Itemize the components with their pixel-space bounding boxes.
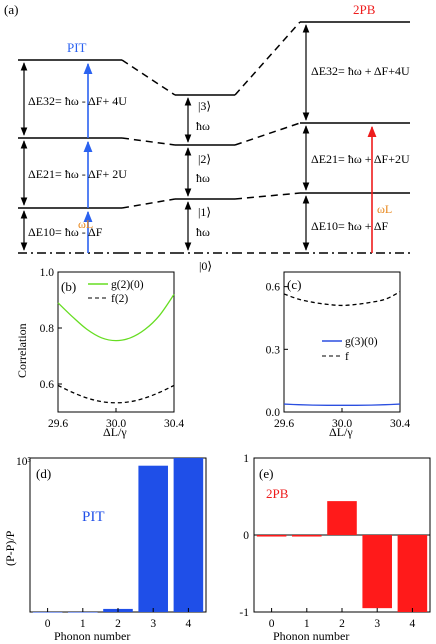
chart-c-legend-label-1: f (345, 351, 349, 363)
panel-a-label: (a) (4, 2, 18, 17)
right-dE10-label: ΔE10= ħω + ΔF (311, 219, 389, 233)
connector-left-2 (121, 137, 176, 146)
chart-e-ytick-label-0: -1 (239, 607, 249, 619)
chart-d-xtick-label-2: 2 (115, 618, 121, 630)
chart-e-ytick-label-2: 1 (243, 453, 249, 465)
chart-b-xlabel: ΔL/γ (103, 425, 127, 439)
chart-c-xtick-label-0: 29.6 (274, 418, 294, 430)
chart-d-bar-4 (173, 458, 204, 612)
left-dE10-label: ΔE10= ħω - ΔF (28, 225, 103, 239)
chart-d-bar-1 (68, 612, 98, 613)
center-hw-32: ħω (196, 119, 210, 133)
chart-c-ytick-label-0: 0.0 (266, 407, 281, 419)
chart-d-annotation: PIT (82, 509, 105, 525)
chart-c-series-1 (283, 291, 401, 307)
chart-c-xtick-label-2: 30.4 (390, 418, 410, 430)
chart-c-legend-label-0: g(3)(0) (345, 336, 378, 348)
chart-d-ylabel: (P-P)/P (3, 530, 17, 566)
chart-b-ytick-label-2: 1.0 (40, 267, 55, 279)
chart-d-xtick-label-3: 3 (150, 618, 156, 630)
chart-c-frame (283, 271, 401, 413)
chart-d-bar-3 (138, 465, 168, 612)
chart-b: (b) g(2)(0) f(2) Correlation ΔL/γ 29.6 30… (15, 267, 184, 439)
chart-e-annotation: 2PB (266, 486, 289, 501)
ket-3: |3⟩ (198, 99, 211, 113)
chart-e-xtick-label-1: 1 (304, 618, 310, 630)
chart-e-bar-2 (327, 501, 357, 535)
pit-label: PIT (67, 40, 87, 55)
chart-c-xtick-label-1: 30.0 (332, 418, 352, 430)
left-dE21-label: ΔE21= ħω - ΔF+ 2U (28, 167, 127, 181)
chart-b-ylabel: Correlation (15, 323, 29, 378)
chart-b-legend-label-0: g(2)(0) (111, 279, 144, 291)
center-hw-10: ħω (196, 225, 210, 239)
tpb-label: 2PB (353, 2, 376, 17)
chart-d-xtick-label-4: 4 (186, 618, 192, 630)
chart-c-panel-label: (c) (287, 277, 301, 292)
right-dE21-label: ΔE21= ħω + ΔF+2U (311, 152, 410, 166)
left-dE32-label: ΔE32= ħω - ΔF+ 4U (28, 94, 127, 108)
ket-1: |1⟩ (198, 205, 211, 219)
chart-e-bar-0 (256, 535, 287, 537)
chart-b-xtick-label-2: 30.4 (164, 418, 184, 430)
chart-d-xlabel: Phonon number (54, 629, 130, 643)
pit-omega-label: ωL (78, 217, 93, 231)
chart-d: (d) PIT (P-P)/P 10³ Phonon number 0 1 2 3 4 (3, 456, 207, 643)
chart-e-panel-label: (e) (259, 466, 273, 481)
chart-e-bar-1 (292, 535, 322, 537)
chart-e-xlabel: Phonon number (273, 629, 349, 643)
chart-b-xtick-label-1: 30.0 (106, 418, 126, 430)
chart-b-series-1 (57, 384, 175, 404)
right-dE32-label: ΔE32= ħω + ΔF+4U (311, 64, 410, 78)
chart-b-series-0 (57, 294, 175, 342)
connector-right-3 (234, 21, 301, 96)
chart-e-xtick-label-2: 2 (339, 618, 345, 630)
chart-b-xtick-label-0: 29.6 (48, 418, 68, 430)
chart-e-xtick-label-3: 3 (374, 618, 380, 630)
chart-d-bar-0 (32, 612, 63, 613)
chart-e-xtick-label-4: 4 (410, 618, 416, 630)
panel-a: (a) PIT ωL ΔE32= (4, 2, 410, 273)
chart-d-panel-label: (d) (36, 466, 51, 481)
chart-d-xtick-label-0: 0 (45, 618, 51, 630)
chart-b-ytick-label-0: 0.6 (40, 379, 55, 391)
chart-c-ytick-label-1: 0.3 (266, 344, 281, 356)
chart-e: (e) 2PB Phonon number -1 0 1 0 1 2 3 4 (239, 453, 431, 643)
connector-left-3 (121, 59, 176, 96)
connector-left-1 (121, 198, 176, 209)
chart-b-panel-label: (b) (61, 279, 76, 294)
connector-right-1 (234, 192, 301, 200)
chart-b-legend-label-1: f(2) (111, 293, 128, 305)
center-hw-21: ħω (196, 171, 210, 185)
chart-c-ytick-label-2: 0.6 (266, 282, 281, 294)
chart-e-ytick-label-1: 0 (243, 530, 249, 542)
chart-c: (c) g(3)(0) f ΔL/γ 29.6 30.0 30.4 0.0 0.3 0.6 (266, 271, 410, 439)
chart-c-series-0 (283, 403, 401, 406)
ket-0: |0⟩ (199, 259, 212, 273)
chart-b-ytick-label-1: 0.8 (40, 323, 55, 335)
tpb-omega-label: ωL (377, 202, 392, 216)
chart-c-xlabel: ΔL/γ (329, 425, 353, 439)
chart-e-xtick-label-0: 0 (269, 618, 275, 630)
ket-2: |2⟩ (198, 152, 211, 166)
chart-d-ytick-top: 10³ (16, 456, 32, 468)
chart-d-xtick-label-1: 1 (80, 618, 86, 630)
chart-e-bar-3 (362, 535, 392, 609)
connector-right-2 (234, 122, 301, 146)
chart-e-bar-4 (397, 535, 428, 612)
